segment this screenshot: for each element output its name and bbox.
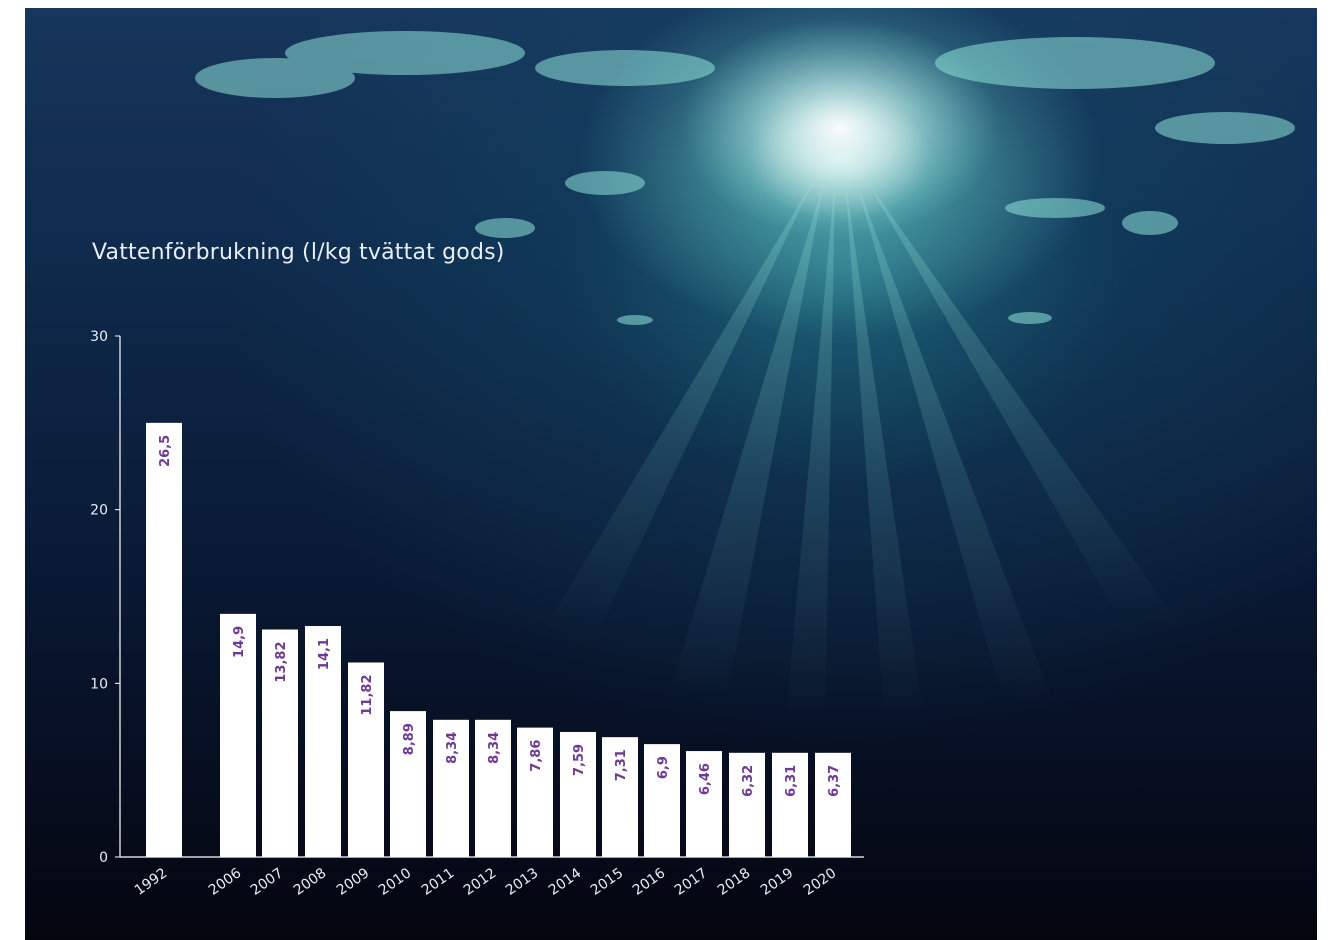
data-label-2020: 6,37 [827,765,842,797]
y-tick-label: 0 [99,850,108,866]
bar-2020 [815,752,851,857]
bar-2009 [348,662,384,857]
data-label-2014: 7,59 [572,744,587,776]
x-tick-label-2020: 2020 [801,865,839,899]
bar-2008 [305,626,341,857]
x-tick-label-2007: 2007 [248,865,286,899]
bar-2018 [729,752,765,857]
y-tick-label: 30 [90,329,108,345]
x-tick-label-2010: 2010 [376,865,414,899]
bar-2019 [772,752,808,857]
chart-title: Vattenförbrukning (l/kg tvättat gods) [92,240,505,265]
bar-2015 [602,737,638,857]
data-label-2012: 8,34 [487,732,502,764]
bar-2007 [262,629,298,857]
data-label-2010: 8,89 [402,723,417,755]
data-label-2017: 6,46 [698,763,713,795]
bar-1992 [146,422,182,857]
x-tick-label-2006: 2006 [206,865,244,899]
bar-2013 [517,727,553,857]
y-tick-label: 10 [90,676,108,692]
data-label-2019: 6,31 [784,765,799,797]
y-tick-label: 20 [90,503,108,519]
bar-2011 [433,719,469,857]
x-tick-label-2009: 2009 [334,865,372,899]
x-tick-label-2008: 2008 [291,865,329,899]
x-tick-label-1992: 1992 [132,865,170,899]
bar-2014 [560,731,596,857]
x-tick-label-2014: 2014 [546,865,584,899]
bar-2017 [686,751,722,857]
data-label-1992: 26,5 [158,435,173,467]
data-label-2007: 13,82 [274,641,289,682]
data-label-2013: 7,86 [529,740,544,772]
data-label-2006: 14,9 [232,626,247,658]
data-label-2016: 6,9 [656,756,671,779]
x-tick-label-2019: 2019 [758,865,796,899]
x-tick-label-2016: 2016 [630,865,668,899]
x-tick-label-2012: 2012 [461,865,499,899]
data-label-2011: 8,34 [445,732,460,764]
data-label-2009: 11,82 [360,674,375,715]
bar-2016 [644,744,680,857]
x-tick-label-2011: 2011 [419,865,457,899]
data-label-2018: 6,32 [741,765,756,797]
data-label-2015: 7,31 [614,749,629,781]
bar-2006 [220,613,256,857]
bar-2010 [390,711,426,857]
x-tick-label-2018: 2018 [715,865,753,899]
x-tick-label-2017: 2017 [672,865,710,899]
underwater-background-image [195,18,1295,728]
data-label-2008: 14,1 [317,638,332,670]
x-tick-label-2015: 2015 [588,865,626,899]
bar-2012 [475,719,511,857]
x-tick-label-2013: 2013 [503,865,541,899]
